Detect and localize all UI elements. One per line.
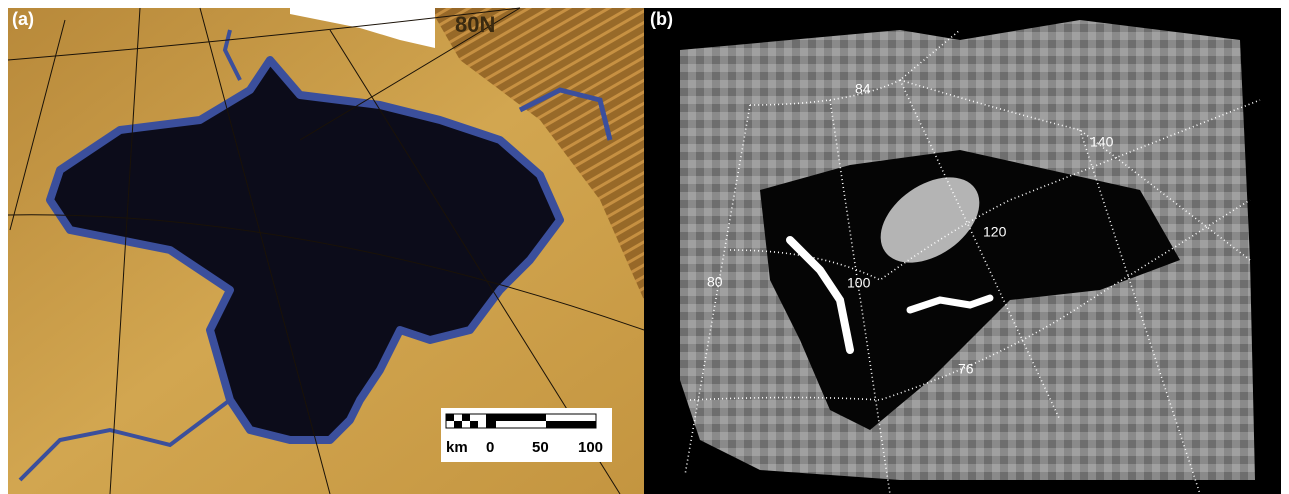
scale-segment [496,414,546,421]
grid-line [899,79,1251,261]
scale-bar: km 0 50 100 [441,408,612,462]
grid-line [749,29,961,106]
grid-line [109,7,141,494]
panel-label: (a) [12,9,34,29]
echo-shoreline [786,236,854,354]
no-data [290,8,435,48]
echo-shoreline [906,294,994,314]
panel-a: (a) 80N km 0 50 100 [7,7,645,494]
scale-segment [462,414,470,421]
echo-cluster [880,177,980,263]
grid-line [7,7,521,61]
grid-line [199,7,331,494]
scale-segment [454,421,462,428]
channel [18,398,232,482]
contour-label: 120 [983,224,1007,240]
contour-label: 76 [958,361,974,377]
scale-tick: 100 [578,439,603,456]
grid-line [7,214,645,331]
dark-terrain [430,8,644,300]
lake [46,56,564,444]
panel-label: (b) [650,9,673,29]
contour-label: 84 [855,81,871,97]
scale-tick: 0 [486,439,494,456]
grid-line [299,7,521,141]
contour-label: 140 [1090,134,1114,150]
scale-segment [546,421,596,428]
contour-label: 100 [847,275,871,291]
channel [222,29,242,81]
latitude-label: 80N [455,12,495,37]
scale-segment [470,421,478,428]
scale-segment [486,414,496,428]
scale-unit: km [446,439,468,456]
grid-line [9,19,66,231]
contour-label: 80 [707,274,723,290]
channel [518,87,613,141]
grid-line [829,99,891,494]
scale-segment [446,414,454,421]
panel-b: (b) 84 140 120 100 80 76 [644,8,1281,494]
dark-lake [760,150,1180,430]
scale-tick: 50 [532,439,549,456]
